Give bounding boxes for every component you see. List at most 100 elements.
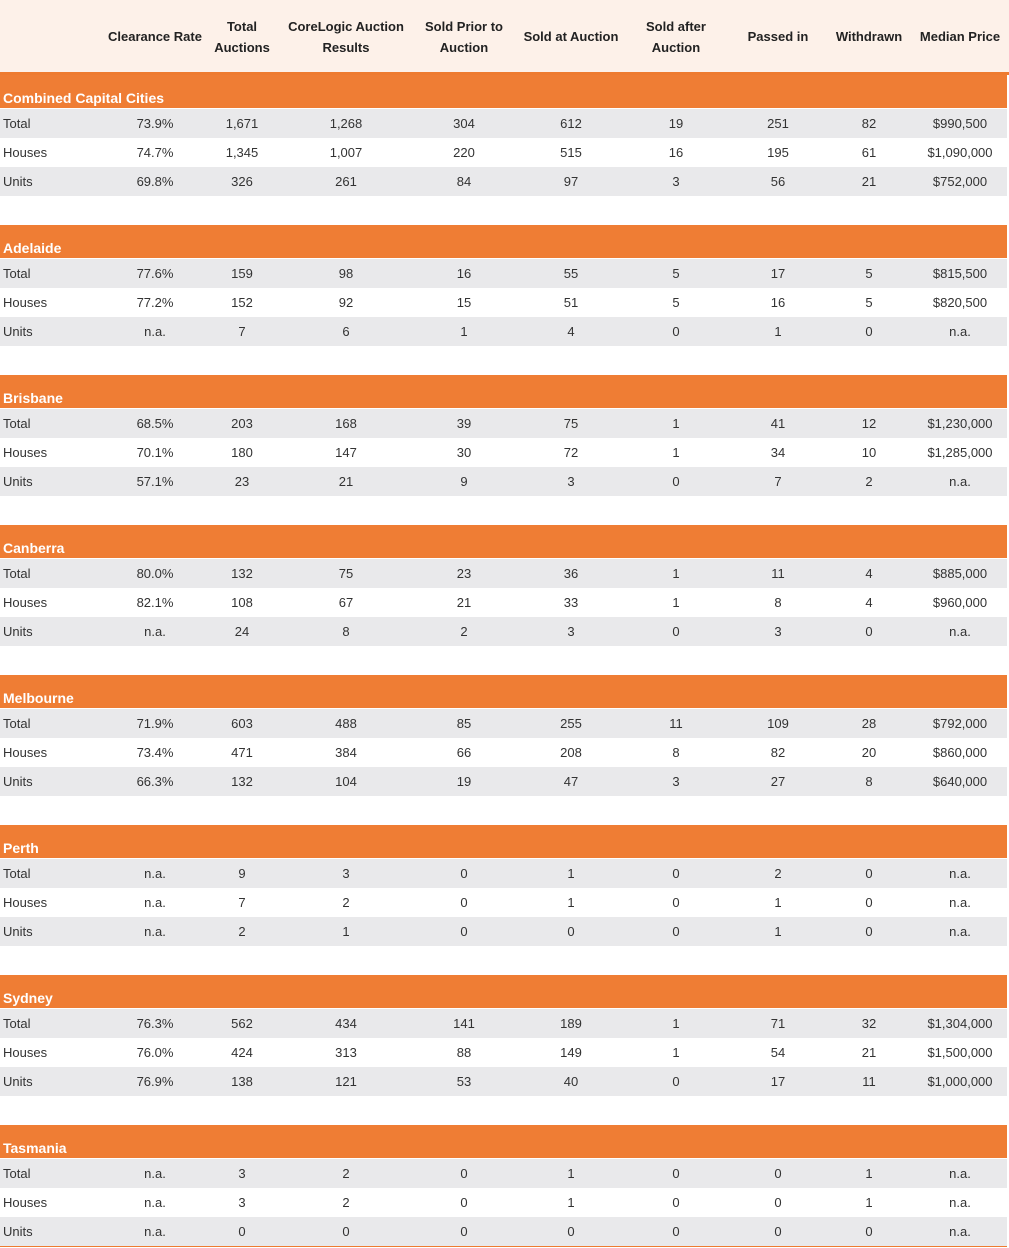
header-line: Sold at Auction	[523, 29, 619, 44]
table-cell: 55	[563, 266, 579, 281]
table-cell: 68.5%	[136, 416, 174, 431]
table-cell: 0	[865, 324, 873, 339]
table-cell: $860,000	[932, 745, 988, 760]
table-cell: 3	[342, 866, 350, 881]
row-label: Houses	[3, 745, 48, 760]
table-cell: 80.0%	[136, 566, 174, 581]
table-cell: 40	[563, 1074, 579, 1089]
table-cell: 168	[335, 416, 357, 431]
table-cell: 0	[672, 1074, 680, 1089]
table-cell: 471	[231, 745, 253, 760]
row-label: Units	[3, 474, 33, 489]
table-cell: 3	[567, 624, 575, 639]
row-label: Units	[3, 924, 33, 939]
table-cell: 75	[338, 566, 354, 581]
table-cell: 1	[567, 1166, 575, 1181]
table-cell: 7	[238, 895, 246, 910]
table-cell: 54	[770, 1045, 786, 1060]
table-cell: 8	[672, 745, 680, 760]
table-row: Units n.a. 2 1 0 0 0 1 0 n.a.	[0, 917, 1007, 946]
table-cell: 5	[865, 295, 873, 310]
table-cell: 11	[862, 1074, 876, 1089]
table-cell: 72	[563, 445, 579, 460]
table-cell: 17	[770, 266, 786, 281]
table-row: Houses 74.7% 1,345 1,007 220 515 16 195 61 $1,090…	[0, 138, 1007, 167]
table-cell: 147	[335, 445, 357, 460]
table-cell: 612	[560, 116, 582, 131]
bottom-rule	[0, 1245, 1007, 1247]
table-cell: 220	[453, 145, 475, 160]
table-cell: 39	[456, 416, 472, 431]
table-row: Houses n.a. 3 2 0 1 0 0 1 n.a.	[0, 1188, 1007, 1217]
header-line: Sold Prior to	[425, 19, 503, 34]
row-label: Houses	[3, 295, 48, 310]
table-cell: 5	[672, 295, 680, 310]
table-cell: 8	[774, 595, 782, 610]
table-cell: 488	[335, 716, 357, 731]
section-title: Combined Capital Cities	[3, 90, 165, 106]
table-cell: 384	[335, 745, 357, 760]
table-row: Total 68.5% 203 168 39 75 1 41 12 $1,230,000	[0, 409, 1007, 438]
row-label: Units	[3, 1074, 33, 1089]
section-title: Perth	[3, 840, 39, 856]
table-cell: 0	[672, 1195, 680, 1210]
table-cell: 36	[563, 566, 579, 581]
table-cell: 77.6%	[136, 266, 174, 281]
table-cell: 2	[774, 866, 782, 881]
table-cell: 82	[770, 745, 786, 760]
table-cell: 0	[460, 924, 468, 939]
table-cell: n.a.	[144, 1166, 166, 1181]
table-cell: 261	[335, 174, 357, 189]
table-cell: 76.3%	[136, 1016, 174, 1031]
table-cell: 1	[672, 416, 680, 431]
row-label: Houses	[3, 895, 48, 910]
table-cell: 1	[672, 566, 680, 581]
section-bar: Canberra	[0, 525, 1007, 558]
table-cell: 434	[335, 1016, 357, 1031]
table-cell: n.a.	[949, 895, 971, 910]
table-cell: 4	[865, 566, 873, 581]
table-cell: 5	[865, 266, 873, 281]
table-cell: 2	[342, 1166, 350, 1181]
table-cell: 69.8%	[136, 174, 174, 189]
table-cell: 203	[231, 416, 253, 431]
table-cell: 121	[335, 1074, 357, 1089]
header-line: Passed in	[747, 29, 809, 44]
table-cell: 2	[460, 624, 468, 639]
table-cell: 4	[865, 595, 873, 610]
table-row: Units n.a. 24 8 2 3 0 3 0 n.a.	[0, 617, 1007, 646]
table-cell: $640,000	[932, 774, 988, 789]
table-cell: 2	[342, 1195, 350, 1210]
table-cell: 3	[774, 624, 782, 639]
row-label: Total	[3, 416, 31, 431]
table-cell: 0	[672, 474, 680, 489]
table-cell: $1,230,000	[927, 416, 993, 431]
table-cell: 19	[456, 774, 472, 789]
row-label: Units	[3, 624, 33, 639]
table-row: Units n.a. 0 0 0 0 0 0 0 n.a.	[0, 1217, 1007, 1246]
table-cell: 2	[865, 474, 873, 489]
table-cell: 0	[672, 624, 680, 639]
column-header: Total Auctions	[182, 16, 302, 58]
table-row: Units 57.1% 23 21 9 3 0 7 2 n.a.	[0, 467, 1007, 496]
table-cell: 9	[238, 866, 246, 881]
table-cell: 1	[672, 1045, 680, 1060]
table-cell: 109	[767, 716, 789, 731]
table-cell: 0	[672, 895, 680, 910]
table-cell: 0	[460, 1166, 468, 1181]
row-label: Units	[3, 324, 33, 339]
table-row: Total n.a. 9 3 0 1 0 2 0 n.a.	[0, 859, 1007, 888]
table-cell: 3	[567, 474, 575, 489]
header-line: Total	[226, 19, 258, 34]
table-cell: 141	[453, 1016, 475, 1031]
column-header: Withdrawn	[809, 26, 929, 47]
table-cell: 1	[774, 324, 782, 339]
row-label: Houses	[3, 595, 48, 610]
table-cell: 138	[231, 1074, 253, 1089]
table-row: Houses 76.0% 424 313 88 149 1 54 21 $1,500,000	[0, 1038, 1007, 1067]
table-cell: 1	[672, 595, 680, 610]
table-cell: $1,500,000	[927, 1045, 993, 1060]
table-cell: 1	[672, 445, 680, 460]
table-cell: 0	[567, 924, 575, 939]
column-header: Passed in	[718, 26, 838, 47]
